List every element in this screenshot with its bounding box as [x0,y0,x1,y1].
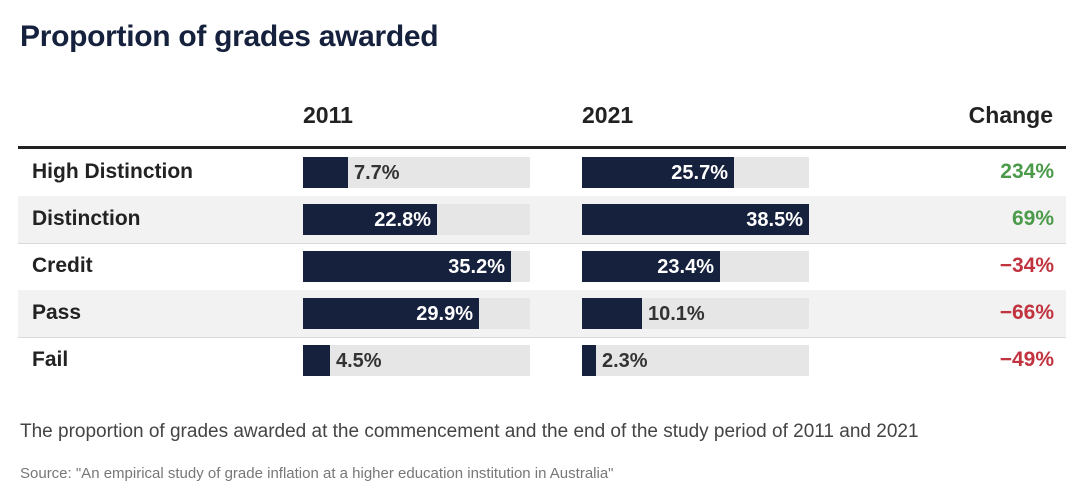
column-header-change: Change [968,102,1053,128]
bar-2021 [582,345,596,376]
change-value: −49% [999,348,1054,371]
category-label: High Distinction [32,160,193,183]
change-value: 234% [1000,160,1054,183]
bar-track-2011: 29.9% [303,298,530,329]
chart-caption: The proportion of grades awarded at the … [20,421,919,442]
bar-2011 [303,157,348,188]
bar-value-label-2021: 10.1% [648,303,705,325]
bar-track-2021: 2.3% [582,345,809,376]
chart-source: Source: "An empirical study of grade inf… [20,465,614,482]
header-rule [18,146,1066,149]
bar-value-label-2021: 25.7% [671,162,728,184]
column-header-2021: 2021 [582,102,634,128]
table-row: Fail 4.5% 2.3% −49% [18,337,1066,384]
change-value: −66% [999,301,1054,324]
bar-2011 [303,345,330,376]
bar-value-label-2021: 38.5% [746,209,803,231]
bar-track-2021: 25.7% [582,157,809,188]
table-row: Pass 29.9% 10.1% −66% [18,290,1066,338]
bar-2021 [582,204,809,235]
bar-track-2011: 35.2% [303,251,530,282]
bar-track-2011: 22.8% [303,204,530,235]
bar-track-2011: 4.5% [303,345,530,376]
category-label: Credit [32,254,93,277]
bar-value-label-2011: 35.2% [448,256,505,278]
bar-value-label-2011: 29.9% [416,303,473,325]
column-header-2011: 2011 [303,102,353,128]
category-label: Distinction [32,207,141,230]
category-label: Fail [32,348,69,371]
table-row: Credit 35.2% 23.4% −34% [18,243,1066,291]
bar-2021 [582,298,642,329]
bar-2021 [582,157,734,188]
table-row: Distinction 22.8% 38.5% 69% [18,196,1066,244]
change-value: −34% [999,254,1054,277]
bar-track-2021: 23.4% [582,251,809,282]
table-row: High Distinction 7.7% 25.7% 234% [18,149,1066,197]
bar-track-2011: 7.7% [303,157,530,188]
bar-value-label-2011: 22.8% [374,209,431,231]
bar-2021 [582,251,720,282]
bar-track-2021: 38.5% [582,204,809,235]
category-label: Pass [32,301,82,324]
bar-value-label-2021: 2.3% [602,350,648,372]
bar-value-label-2011: 4.5% [336,350,382,372]
bar-2011 [303,298,479,329]
bar-value-label-2021: 23.4% [657,256,714,278]
chart-title: Proportion of grades awarded [20,20,439,53]
bar-track-2021: 10.1% [582,298,809,329]
bar-2011 [303,204,437,235]
bar-value-label-2011: 7.7% [354,162,400,184]
change-value: 69% [1011,207,1054,230]
bar-2011 [303,251,511,282]
